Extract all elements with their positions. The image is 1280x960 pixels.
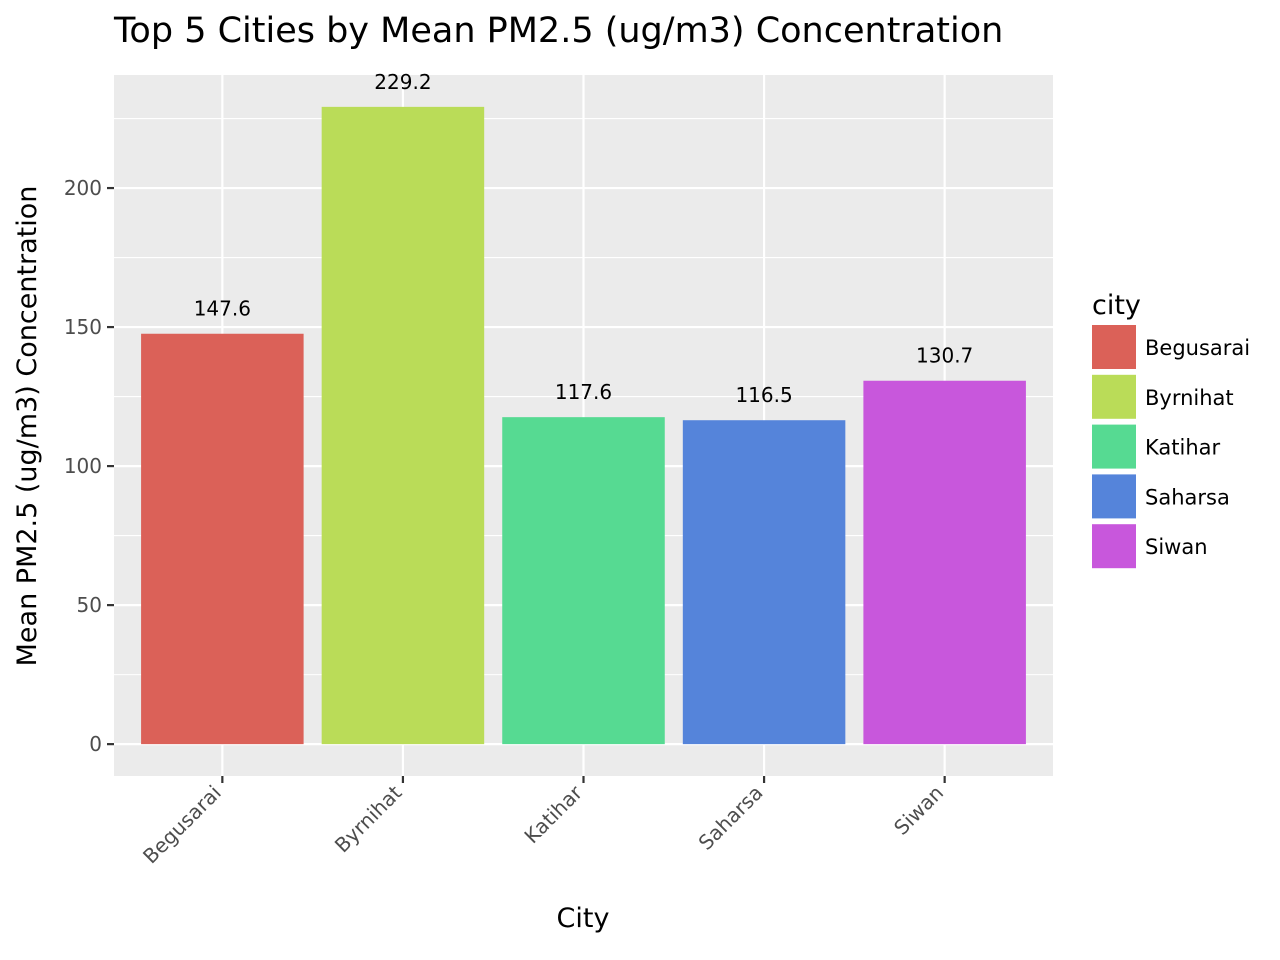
x-axis: Begusarai Byrnihat Katihar Saharsa Siwan — [138, 776, 948, 868]
y-axis: 0 50 100 150 200 — [64, 176, 114, 756]
chart-title: Top 5 Cities by Mean PM2.5 (ug/m3) Conce… — [113, 11, 1003, 51]
bars — [141, 106, 1026, 745]
bar-saharsa — [682, 420, 846, 745]
legend-key-byrnihat — [1092, 374, 1136, 419]
legend-label-katihar: Katihar — [1145, 436, 1221, 460]
legend-title: city — [1092, 290, 1141, 321]
y-axis-title: Mean PM2.5 (ug/m3) Concentration — [12, 186, 43, 667]
bar-siwan — [863, 380, 1026, 745]
bar-katihar — [502, 417, 665, 745]
legend-key-siwan — [1092, 524, 1136, 569]
data-label-katihar: 117.6 — [555, 380, 612, 404]
x-tick-label-begusarai: Begusarai — [138, 781, 226, 869]
bar-begusarai — [141, 333, 304, 745]
data-label-siwan: 130.7 — [916, 344, 973, 368]
legend-key-katihar — [1092, 424, 1136, 469]
data-label-saharsa: 116.5 — [735, 383, 792, 407]
legend-label-begusarai: Begusarai — [1145, 336, 1250, 360]
x-tick-label-byrnihat: Byrnihat — [330, 780, 407, 857]
legend-label-saharsa: Saharsa — [1145, 485, 1230, 509]
bar-byrnihat — [321, 106, 485, 745]
y-tick-label: 200 — [64, 176, 102, 200]
data-labels: 147.6 229.2 117.6 116.5 130.7 — [194, 70, 974, 407]
legend-label-siwan: Siwan — [1145, 535, 1208, 559]
legend-label-byrnihat: Byrnihat — [1145, 386, 1234, 410]
legend: city Begusarai Byrnihat Katihar Saharsa Siwa… — [1092, 290, 1250, 569]
x-tick-label-katihar: Katihar — [519, 780, 587, 848]
x-tick-label-siwan: Siwan — [889, 781, 948, 840]
x-axis-title: City — [557, 903, 610, 934]
data-label-begusarai: 147.6 — [194, 297, 251, 321]
y-tick-label: 50 — [77, 593, 102, 617]
y-tick-label: 100 — [64, 454, 102, 478]
x-tick-label-saharsa: Saharsa — [694, 781, 768, 855]
y-tick-label: 0 — [89, 732, 102, 756]
y-tick-label: 150 — [64, 315, 102, 339]
data-label-byrnihat: 229.2 — [374, 70, 431, 94]
legend-key-saharsa — [1092, 474, 1136, 519]
legend-key-begusarai — [1092, 325, 1136, 369]
